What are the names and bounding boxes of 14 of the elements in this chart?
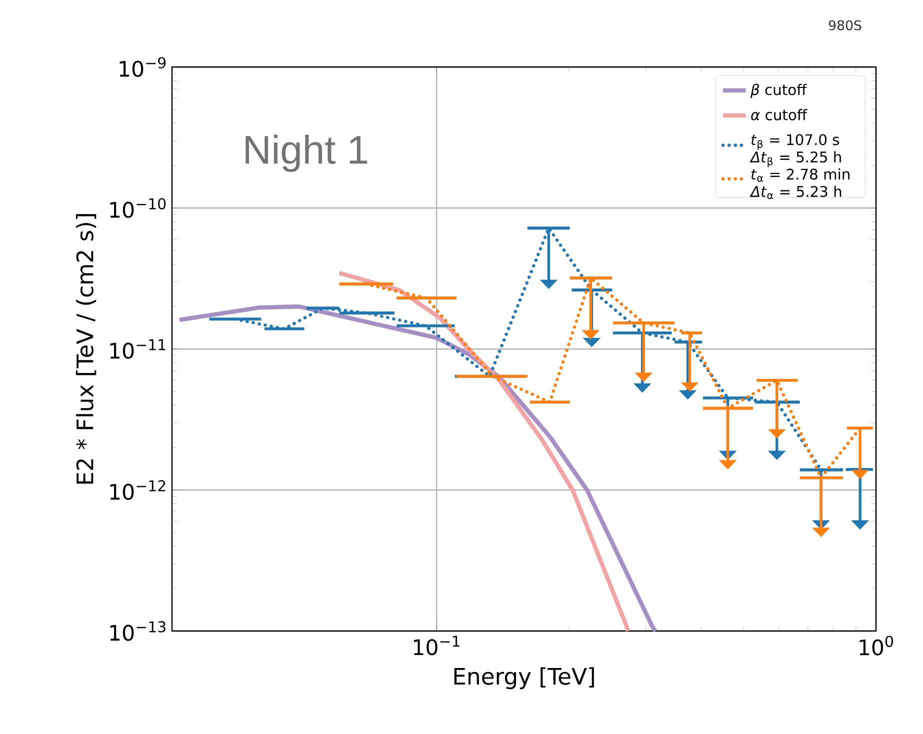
x-tick-label: 10$^{−1}$ xyxy=(414,636,460,656)
text: 980S xyxy=(828,20,862,30)
x-axis-title: Energy [TeV] xyxy=(454,667,594,690)
y-tick-label: 10$^{−12}$ xyxy=(110,480,166,500)
y-tick-label: 10$^{−9}$ xyxy=(120,57,166,77)
legend-label: t$_{α}$ = 2.78 min Δt$_{α}$ = 5.23 h xyxy=(750,168,850,200)
y-tick-label: 10$^{−10}$ xyxy=(110,198,166,218)
legend-label: β cutoff xyxy=(750,84,807,98)
x-tick-label: 10$^{0}$ xyxy=(860,636,893,656)
legend-label: α cutoff xyxy=(751,108,808,120)
y-tick-label: 10$^{−11}$ xyxy=(110,339,166,359)
annotation: Night 1 xyxy=(246,134,368,172)
y-axis-title: E2 * Flux [TeV / (cm2 s)] xyxy=(76,214,96,484)
y-tick-label: 10$^{−13}$ xyxy=(110,621,166,641)
